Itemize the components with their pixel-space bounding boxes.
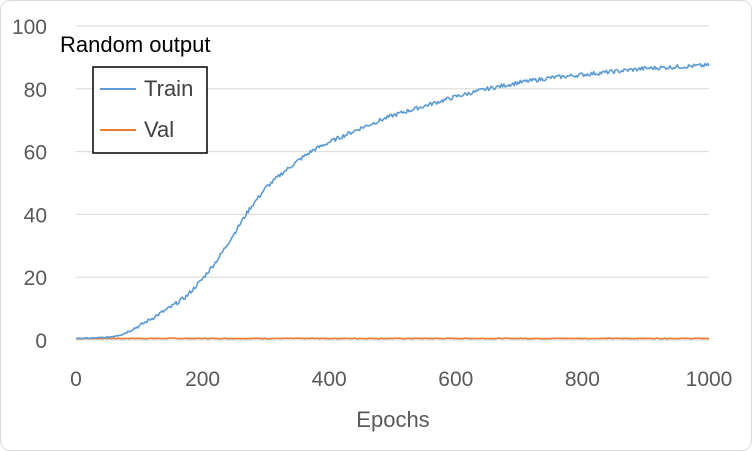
series-lines (75, 62, 710, 340)
y-tick-60: 60 (24, 142, 47, 165)
legend-label-train: Train (144, 76, 193, 101)
y-tick-labels: 0 20 40 60 80 100 (12, 16, 47, 353)
x-tick-400: 400 (312, 368, 347, 391)
x-axis-title: Epochs (356, 407, 429, 432)
x-tick-200: 200 (185, 368, 220, 391)
legend-box (92, 66, 208, 154)
y-tick-40: 40 (24, 204, 47, 227)
x-tick-600: 600 (438, 368, 473, 391)
x-tick-800: 800 (565, 368, 600, 391)
y-tick-100: 100 (12, 16, 47, 39)
series-line-train (75, 62, 710, 340)
legend-label-val: Val (144, 117, 174, 142)
x-tick-labels: 0 200 400 600 800 1000 (70, 368, 732, 391)
chart-annotation: Random output (60, 32, 210, 57)
legend: Train Val (92, 66, 208, 154)
x-tick-0: 0 (70, 368, 82, 391)
x-tick-1000: 1000 (686, 368, 733, 391)
y-tick-0: 0 (35, 330, 47, 353)
y-tick-80: 80 (24, 79, 47, 102)
series-line-val (76, 337, 710, 340)
y-tick-20: 20 (24, 267, 47, 290)
